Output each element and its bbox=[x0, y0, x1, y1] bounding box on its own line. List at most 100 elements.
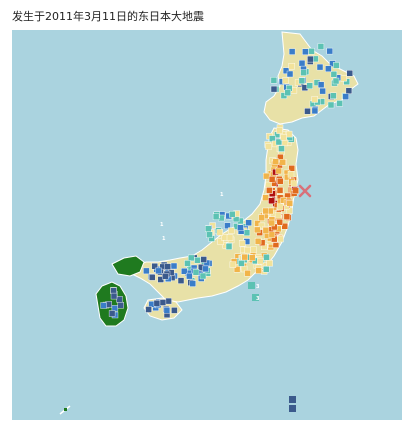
intensity-marker-1 bbox=[108, 310, 116, 317]
intensity-marker-2 bbox=[186, 272, 193, 280]
intensity-marker-4 bbox=[258, 222, 266, 230]
intensity-marker-2 bbox=[224, 222, 231, 229]
intensity-marker-4 bbox=[290, 180, 298, 187]
intensity-marker-4 bbox=[226, 234, 234, 241]
intensity-marker-4 bbox=[281, 139, 289, 147]
intensity-marker-4 bbox=[244, 246, 251, 254]
intensity-marker-3 bbox=[263, 265, 270, 273]
intensity-marker-3 bbox=[228, 210, 236, 218]
ogasawara-islands bbox=[289, 396, 296, 412]
intensity-marker-5 bbox=[254, 238, 262, 245]
intensity-marker-3 bbox=[192, 268, 200, 276]
intensity-marker-6 bbox=[292, 187, 299, 195]
intensity-marker-2 bbox=[286, 70, 294, 78]
intensity-marker-1 bbox=[110, 292, 118, 300]
intensity-marker-3 bbox=[306, 82, 313, 89]
intensity-station-markers: 1 1 1 3 3 bbox=[100, 43, 353, 319]
intensity-marker-5 bbox=[254, 226, 261, 234]
intensity-marker-1 bbox=[171, 307, 178, 314]
intensity-marker-5 bbox=[262, 207, 269, 215]
intensity-marker-4 bbox=[274, 211, 282, 219]
intensity-marker-1 bbox=[200, 256, 207, 263]
intensity-marker-4 bbox=[265, 181, 272, 189]
intensity-marker-6 bbox=[283, 213, 291, 220]
intensity-marker-2 bbox=[202, 265, 209, 273]
intensity-marker-3 bbox=[184, 260, 191, 267]
intensity-marker-4 bbox=[276, 203, 284, 210]
intensity-marker-4 bbox=[257, 257, 264, 265]
intensity-marker-2 bbox=[326, 47, 333, 55]
intensity-marker-5 bbox=[241, 253, 249, 261]
page-title: 发生于2011年3月11日的东日本大地震 bbox=[12, 10, 204, 23]
intensity-marker-4 bbox=[265, 143, 272, 150]
isolated-marker-label: 3 bbox=[256, 284, 260, 290]
intensity-marker-4 bbox=[250, 246, 257, 253]
intensity-marker-1 bbox=[117, 302, 124, 309]
intensity-marker-5 bbox=[262, 227, 270, 234]
intensity-marker-2 bbox=[319, 87, 326, 95]
intensity-marker-2 bbox=[100, 302, 107, 309]
intensity-marker-6 bbox=[276, 186, 284, 194]
intensity-marker-4 bbox=[238, 240, 246, 247]
intensity-marker-2 bbox=[181, 267, 188, 275]
intensity-marker-5 bbox=[262, 194, 269, 202]
intensity-marker-2 bbox=[298, 60, 306, 67]
intensity-marker-2 bbox=[155, 267, 162, 275]
intensity-marker-6 bbox=[276, 218, 283, 226]
intensity-marker-1 bbox=[345, 87, 353, 94]
intensity-marker-3 bbox=[238, 260, 245, 267]
intensity-marker-6 bbox=[277, 177, 284, 185]
intensity-marker-3 bbox=[330, 92, 337, 99]
intensity-marker-4 bbox=[216, 229, 224, 236]
intensity-marker-2 bbox=[237, 224, 244, 232]
intensity-marker-3 bbox=[225, 243, 233, 250]
intensity-marker-5 bbox=[268, 231, 276, 239]
chugoku-west-area bbox=[111, 255, 145, 277]
intensity-marker-5 bbox=[244, 270, 251, 277]
intensity-marker-2 bbox=[316, 63, 324, 71]
intensity-marker-2 bbox=[163, 307, 171, 314]
intensity-marker-1 bbox=[307, 55, 314, 63]
intensity-marker-1 bbox=[304, 108, 311, 115]
intensity-marker-4 bbox=[276, 127, 283, 134]
intensity-marker-5 bbox=[233, 265, 241, 273]
intensity-marker-4 bbox=[266, 259, 273, 267]
intensity-marker-3 bbox=[317, 43, 325, 50]
isolated-marker-label: 3 bbox=[256, 296, 260, 302]
intensity-marker-5 bbox=[279, 158, 286, 166]
intensity-marker-3 bbox=[327, 101, 335, 109]
intensity-marker-3 bbox=[199, 272, 207, 280]
intensity-marker-1 bbox=[162, 272, 169, 280]
map-frame[interactable]: 1 1 1 3 3 bbox=[12, 30, 402, 420]
isolated-marker-label: 1 bbox=[220, 192, 224, 198]
intensity-marker-2 bbox=[342, 93, 349, 100]
intensity-marker-3 bbox=[270, 77, 278, 84]
intensity-marker-1 bbox=[164, 263, 172, 270]
intensity-marker-2 bbox=[325, 65, 332, 72]
intensity-marker-4 bbox=[228, 227, 235, 234]
intensity-marker-3 bbox=[298, 77, 306, 84]
intensity-marker-3 bbox=[243, 229, 251, 236]
intensity-marker-3 bbox=[275, 138, 283, 146]
intensity-marker-3 bbox=[308, 48, 315, 55]
intensity-marker-2 bbox=[189, 280, 197, 287]
japan-intensity-map[interactable]: 1 1 1 3 3 bbox=[12, 30, 402, 420]
intensity-marker-3 bbox=[336, 100, 343, 107]
intensity-marker-3 bbox=[284, 89, 291, 96]
intensity-marker-4 bbox=[280, 134, 287, 141]
intensity-marker-3 bbox=[332, 77, 340, 85]
intensity-marker-2 bbox=[302, 48, 309, 55]
intensity-marker-1 bbox=[110, 287, 117, 294]
intensity-marker-1 bbox=[157, 276, 165, 283]
intensity-marker-5 bbox=[272, 158, 279, 165]
intensity-marker-1 bbox=[270, 85, 278, 93]
intensity-marker-2 bbox=[143, 267, 150, 275]
intensity-marker-1 bbox=[165, 297, 172, 305]
intensity-marker-3 bbox=[204, 225, 212, 233]
intensity-marker-4 bbox=[287, 171, 295, 178]
intensity-marker-6 bbox=[268, 176, 276, 183]
intensity-marker-1 bbox=[346, 70, 353, 77]
intensity-marker-6 bbox=[281, 222, 288, 230]
intensity-marker-3 bbox=[333, 62, 340, 69]
